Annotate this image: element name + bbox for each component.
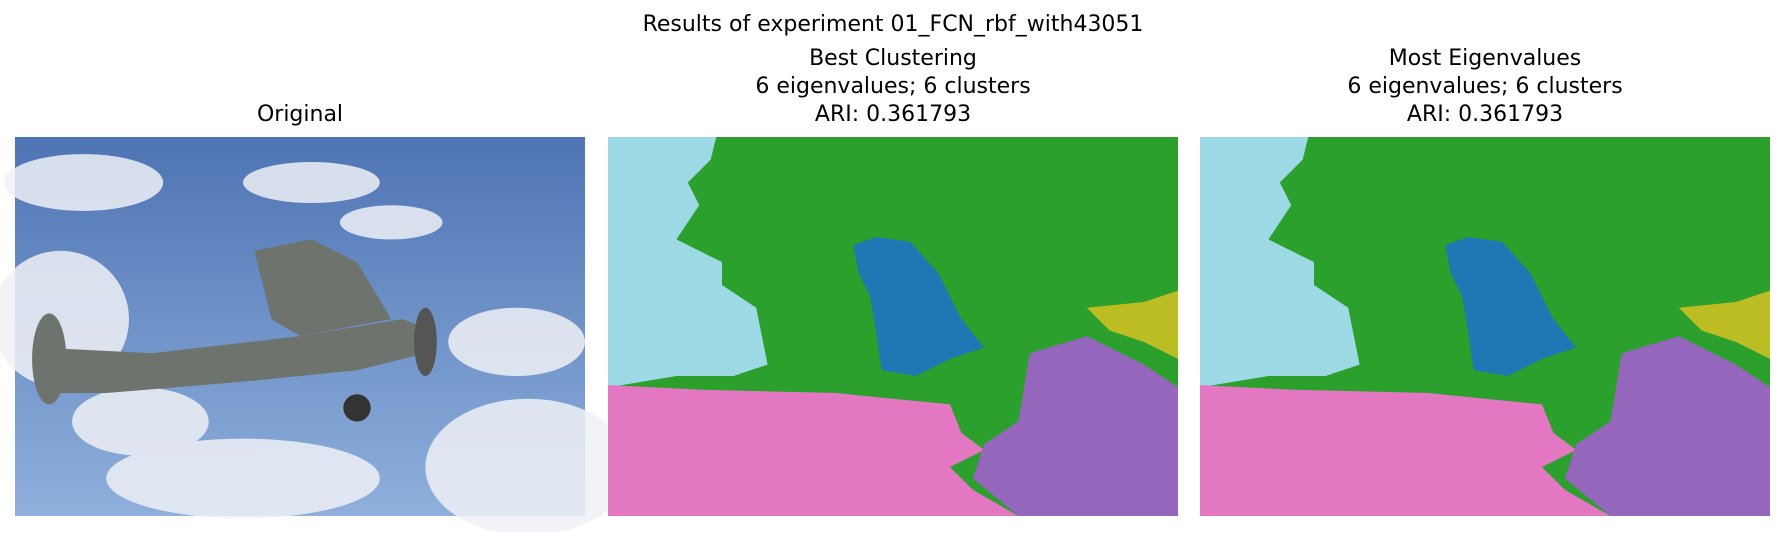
panel-title: 6 eigenvalues; 6 clusters	[1347, 74, 1622, 99]
segmentation-image	[1200, 137, 1770, 516]
original-image	[0, 137, 631, 536]
figure-title: Results of experiment 01_FCN_rbf_with430…	[643, 12, 1144, 37]
panel-title: Most Eigenvalues	[1389, 46, 1582, 71]
panel-title: ARI: 0.361793	[1407, 102, 1563, 127]
panel-title: Best Clustering	[809, 46, 977, 71]
panel-title: Original	[257, 102, 343, 127]
panel-title: 6 eigenvalues; 6 clusters	[755, 74, 1030, 99]
segmentation-image	[608, 137, 1178, 516]
panel-title: ARI: 0.361793	[815, 102, 971, 127]
